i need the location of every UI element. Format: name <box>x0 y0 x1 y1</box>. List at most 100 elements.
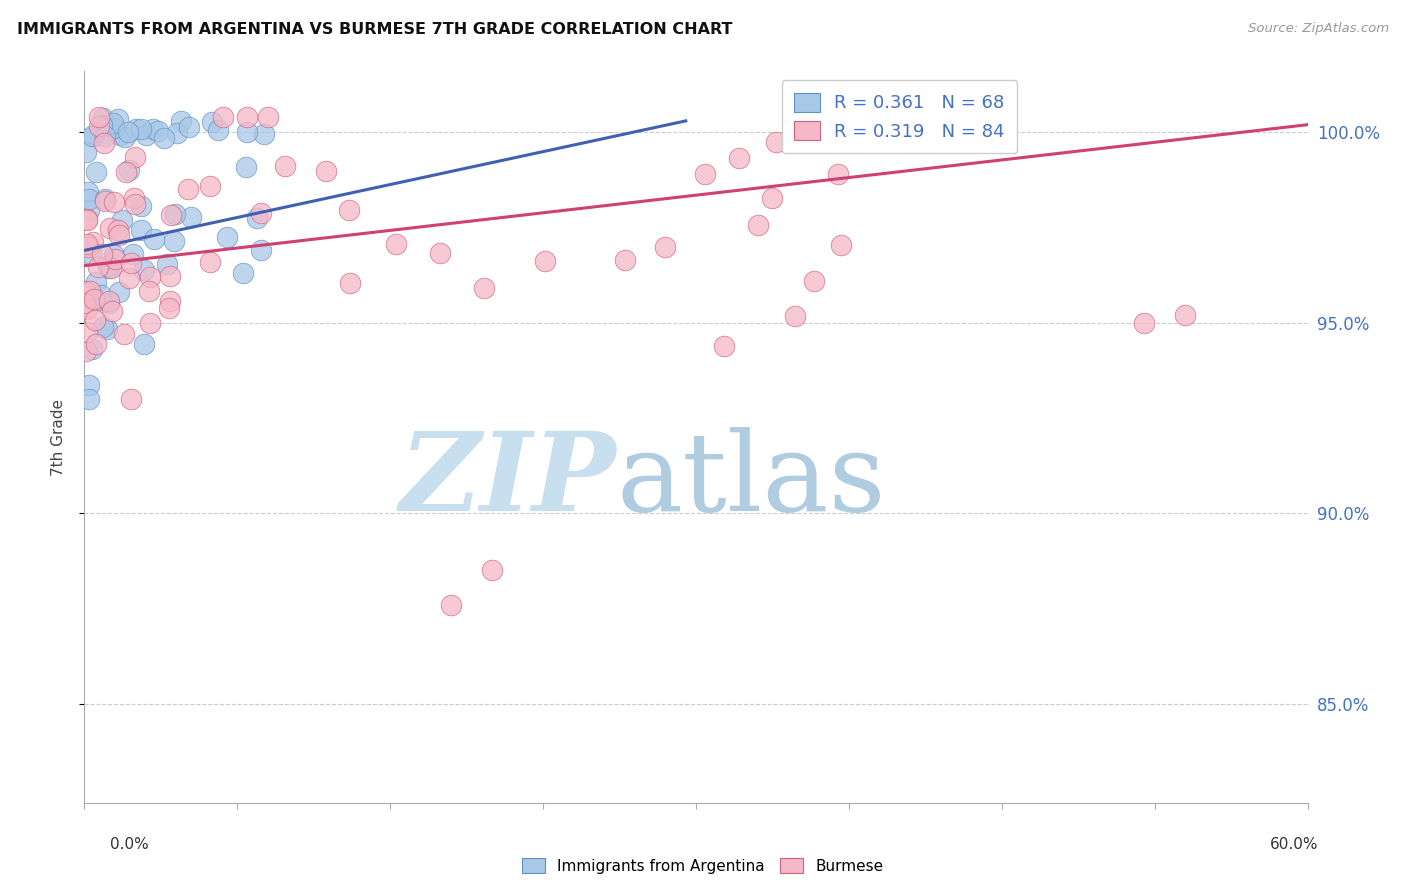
Point <box>274 159 297 173</box>
Point <box>215 229 238 244</box>
Point <box>165 207 187 221</box>
Point <box>77 185 100 199</box>
Point <box>236 125 259 139</box>
Point <box>765 135 787 149</box>
Point <box>830 237 852 252</box>
Point <box>235 160 257 174</box>
Legend: Immigrants from Argentina, Burmese: Immigrants from Argentina, Burmese <box>516 852 890 880</box>
Point <box>139 270 162 285</box>
Point <box>76 325 98 339</box>
Point <box>124 150 146 164</box>
Point <box>124 196 146 211</box>
Point <box>94 129 117 144</box>
Point <box>474 281 496 295</box>
Point <box>77 378 100 392</box>
Point <box>200 255 222 269</box>
Point <box>80 247 103 261</box>
Point <box>97 260 120 274</box>
Point <box>76 212 98 227</box>
Point <box>1174 308 1197 322</box>
Point <box>73 284 96 298</box>
Point <box>122 247 145 261</box>
Point <box>118 163 141 178</box>
Point <box>77 240 100 254</box>
Point <box>83 293 105 307</box>
Point <box>76 237 98 252</box>
Point <box>77 192 100 206</box>
Point <box>163 234 186 248</box>
Point <box>91 320 114 334</box>
Point <box>201 115 224 129</box>
Text: Source: ZipAtlas.com: Source: ZipAtlas.com <box>1249 22 1389 36</box>
Point <box>83 129 105 144</box>
Point <box>97 260 120 275</box>
Point <box>142 231 165 245</box>
Point <box>87 120 110 134</box>
Y-axis label: 7th Grade: 7th Grade <box>51 399 66 475</box>
Point <box>91 247 114 261</box>
Point <box>82 235 104 249</box>
Point <box>125 122 148 136</box>
Point <box>79 285 101 299</box>
Point <box>117 124 139 138</box>
Point <box>112 326 135 341</box>
Point <box>153 131 176 145</box>
Point <box>120 392 142 406</box>
Point <box>103 248 125 262</box>
Point <box>207 122 229 136</box>
Point <box>77 392 100 406</box>
Point <box>134 336 156 351</box>
Point <box>159 269 181 284</box>
Point <box>250 244 273 258</box>
Point <box>246 211 269 226</box>
Legend: R = 0.361   N = 68, R = 0.319   N = 84: R = 0.361 N = 68, R = 0.319 N = 84 <box>782 80 1017 153</box>
Point <box>98 221 121 235</box>
Point <box>803 274 825 288</box>
Point <box>693 167 716 181</box>
Point <box>761 191 783 205</box>
Point <box>129 198 152 212</box>
Point <box>827 168 849 182</box>
Point <box>87 110 110 124</box>
Point <box>384 237 406 252</box>
Point <box>146 124 169 138</box>
Point <box>122 191 145 205</box>
Point <box>84 165 107 179</box>
Point <box>132 262 155 277</box>
Point <box>98 293 121 308</box>
Point <box>101 116 124 130</box>
Point <box>138 284 160 298</box>
Point <box>160 208 183 222</box>
Point <box>339 276 361 290</box>
Point <box>100 120 122 135</box>
Text: 60.0%: 60.0% <box>1271 837 1319 852</box>
Point <box>114 129 136 144</box>
Point <box>80 342 103 356</box>
Point <box>481 563 503 577</box>
Text: 0.0%: 0.0% <box>110 837 149 852</box>
Point <box>115 165 138 179</box>
Point <box>108 227 131 242</box>
Point <box>142 121 165 136</box>
Point <box>440 598 463 612</box>
Point <box>75 344 97 359</box>
Point <box>98 296 121 310</box>
Point <box>169 113 191 128</box>
Text: atlas: atlas <box>616 427 886 534</box>
Point <box>157 301 180 315</box>
Point <box>339 203 361 218</box>
Point <box>107 223 129 237</box>
Point <box>90 288 112 302</box>
Point <box>155 257 177 271</box>
Point <box>129 222 152 236</box>
Point <box>139 316 162 330</box>
Point <box>120 255 142 269</box>
Point <box>103 195 125 210</box>
Point <box>91 112 114 126</box>
Text: ZIP: ZIP <box>399 427 616 534</box>
Point <box>94 193 117 207</box>
Point <box>103 120 125 135</box>
Point <box>177 181 200 195</box>
Point <box>77 203 100 218</box>
Point <box>84 313 107 327</box>
